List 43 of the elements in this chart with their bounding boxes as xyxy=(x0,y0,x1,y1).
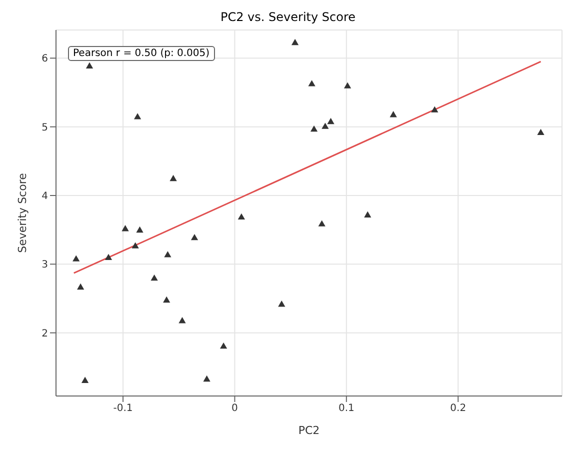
point xyxy=(291,38,299,46)
y-tick-label: 6 xyxy=(42,54,48,65)
x-tick-label: 0 xyxy=(232,403,238,414)
point xyxy=(134,113,142,120)
x-tick-label: 0.2 xyxy=(450,403,466,414)
y-axis-title: Severity Score xyxy=(16,172,29,253)
point xyxy=(278,300,286,307)
point xyxy=(310,125,318,132)
point xyxy=(390,111,397,118)
point xyxy=(178,317,186,324)
point xyxy=(150,274,158,281)
point xyxy=(132,242,139,248)
point xyxy=(122,225,129,232)
chart-title: PC2 vs. Severity Score xyxy=(219,10,357,24)
point xyxy=(72,255,80,262)
x-axis-title: PC2 xyxy=(298,424,320,437)
point xyxy=(136,226,144,233)
point xyxy=(170,174,177,182)
point xyxy=(203,375,210,382)
x-tick-label: -0.1 xyxy=(113,403,133,414)
point xyxy=(77,283,84,290)
point xyxy=(220,342,228,349)
point xyxy=(308,80,316,86)
point xyxy=(344,82,352,88)
point xyxy=(431,106,438,112)
y-tick-label: 5 xyxy=(42,122,48,134)
point xyxy=(164,251,172,258)
point xyxy=(81,376,89,383)
point xyxy=(327,118,334,124)
point xyxy=(86,62,94,68)
y-tick-label: 2 xyxy=(42,328,48,340)
x-tick-label: 0.1 xyxy=(338,403,354,414)
annotation: Pearson r = 0.50 (p: 0.005) xyxy=(68,46,215,61)
point xyxy=(537,128,544,136)
point xyxy=(322,122,329,129)
point xyxy=(238,213,245,220)
point xyxy=(364,211,372,218)
point xyxy=(190,234,198,240)
point xyxy=(318,220,326,226)
y-tick-label: 3 xyxy=(42,260,48,271)
y-tick-label: 4 xyxy=(42,191,48,202)
point xyxy=(104,254,112,260)
point xyxy=(163,296,170,303)
